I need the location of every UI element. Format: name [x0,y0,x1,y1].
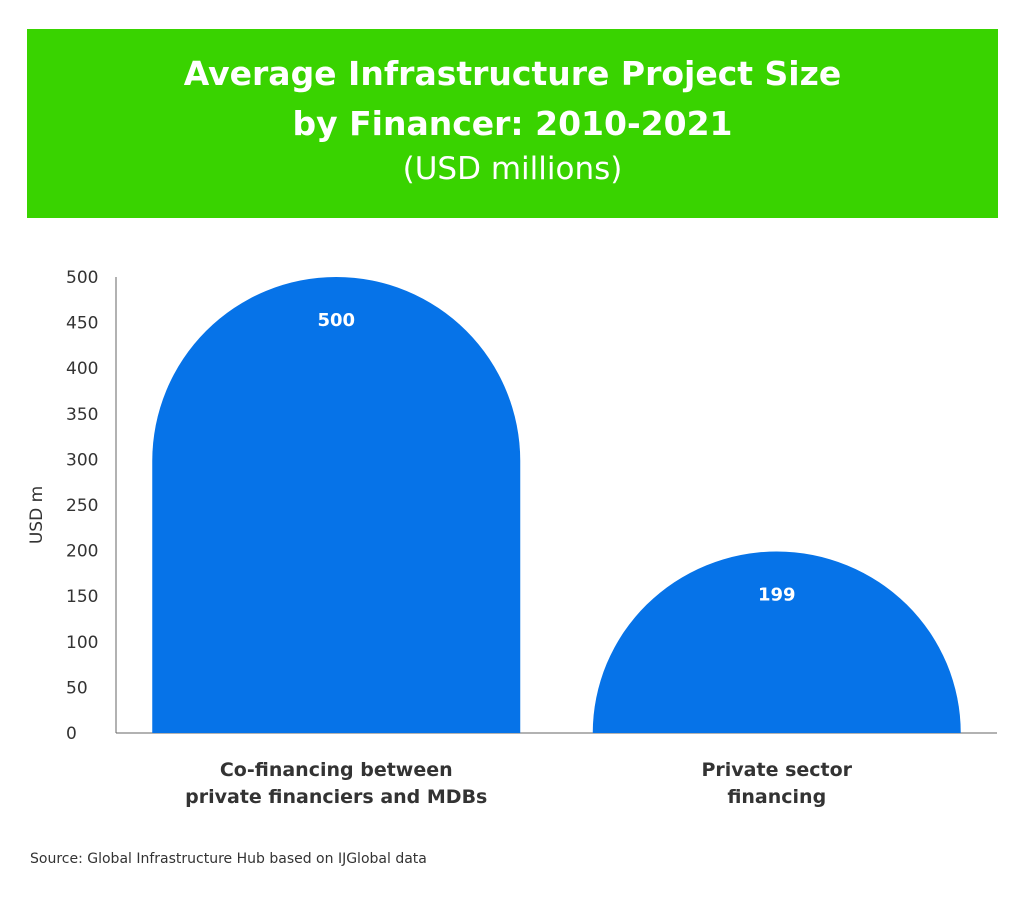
data-labels: 500 199 [317,310,795,606]
y-tick-label: 450 [66,314,98,334]
bar [152,277,521,733]
y-tick-label: 400 [66,359,98,379]
y-tick-label: 0 [66,724,77,744]
y-tick-label: 100 [66,633,98,653]
y-tick-label: 500 [66,268,98,288]
y-tick-label: 150 [66,587,98,607]
chart-title-line-2: by Financer: 2010-2021 [292,104,733,143]
category-labels: Co-financing between private financiers a… [185,759,853,808]
title-banner: Average Infrastructure Project Size by F… [27,29,998,218]
bar-value-label: 199 [758,585,796,606]
x-category-label: financing [727,786,826,808]
y-tick-label: 300 [66,450,98,470]
bar [592,551,961,733]
y-axis-title: USD m [27,486,47,544]
y-tick-label: 50 [66,678,88,698]
y-tick-label: 200 [66,542,98,562]
x-category-label: Private sector [701,759,852,781]
bars [152,277,961,733]
y-tick-label: 250 [66,496,98,516]
x-category-label: private financiers and MDBs [185,786,487,808]
chart-title-line-1: Average Infrastructure Project Size [183,54,842,93]
chart-subtitle: (USD millions) [402,151,623,187]
x-category-label: Co-financing between [220,759,453,781]
y-tick-label: 350 [66,405,98,425]
bar-value-label: 500 [317,310,355,331]
source-note: Source: Global Infrastructure Hub based … [30,851,427,867]
